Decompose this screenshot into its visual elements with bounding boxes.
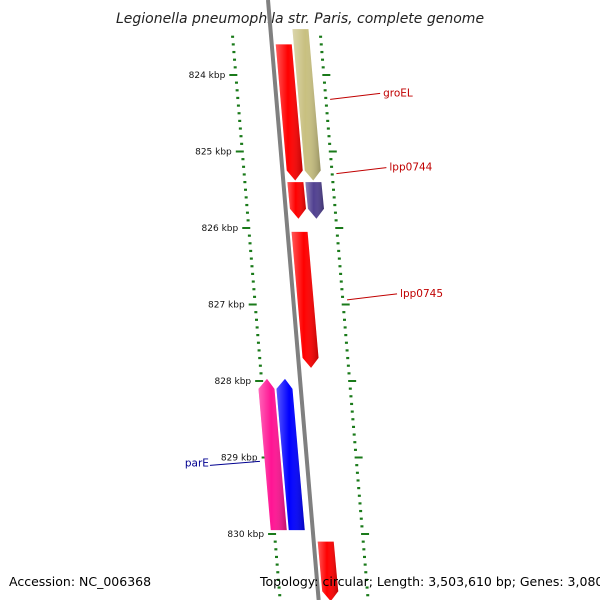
gene-feature-shade bbox=[317, 541, 339, 600]
gene-label-leader bbox=[336, 167, 387, 175]
scale-label: 830 kbp bbox=[227, 530, 264, 540]
gene-labels: groEL lpp0744 lpp0745 parE bbox=[185, 87, 443, 469]
scale-label: 824 kbp bbox=[189, 71, 226, 81]
gene-feature-shade bbox=[276, 378, 305, 531]
map-title: Legionella pneumophila str. Paris, compl… bbox=[116, 11, 484, 27]
gene-label: lpp0745 bbox=[400, 288, 443, 300]
gene-label: lpp0744 bbox=[389, 162, 432, 174]
gene-label-leader bbox=[209, 460, 260, 466]
topology-text: Topology: circular; Length: 3,503,610 bp… bbox=[260, 574, 600, 589]
gene-feature-shade bbox=[275, 44, 303, 181]
gene-feature-shade bbox=[305, 182, 324, 219]
gene-label-leader bbox=[346, 293, 398, 301]
scale-label: 827 kbp bbox=[208, 301, 245, 311]
scale-label: 826 kbp bbox=[202, 224, 239, 234]
scale-label: 829 kbp bbox=[221, 454, 258, 464]
accession-text: Accession: NC_006368 bbox=[9, 574, 152, 589]
genome-backbone bbox=[266, 0, 321, 600]
gene-label: groEL bbox=[383, 87, 413, 99]
gene-feature-shade bbox=[292, 29, 321, 181]
feature-track bbox=[258, 29, 339, 600]
scale-labels: 824 kbp 825 kbp 826 kbp 827 kbp 828 kbp 829 k… bbox=[189, 71, 265, 540]
tick-marks-right bbox=[319, 35, 370, 597]
gene-label-leader bbox=[330, 92, 381, 100]
gene-label: parE bbox=[185, 457, 209, 469]
gene-feature-shade bbox=[287, 182, 306, 219]
scale-label: 828 kbp bbox=[214, 377, 251, 387]
gene-feature-shade bbox=[291, 231, 319, 368]
scale-label: 825 kbp bbox=[195, 148, 232, 158]
gene-feature-shade bbox=[258, 378, 287, 531]
